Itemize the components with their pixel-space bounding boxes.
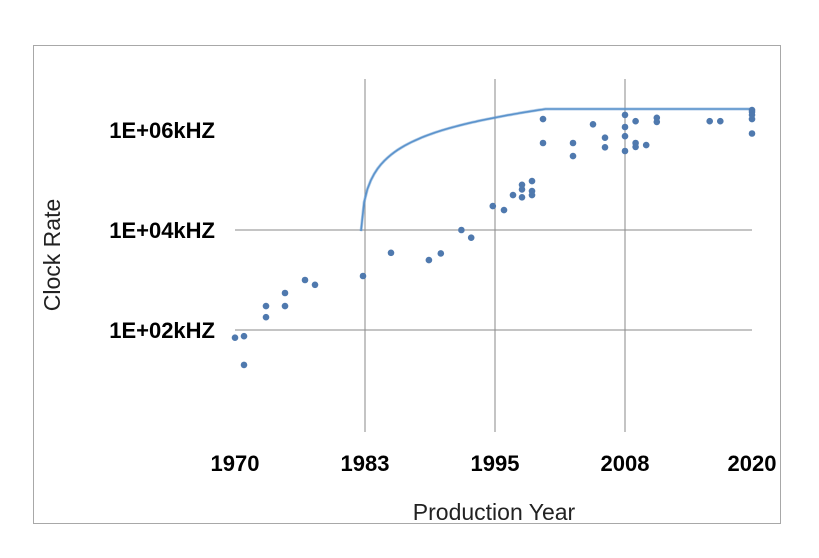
- data-point: [311, 281, 319, 289]
- data-point: [528, 191, 536, 199]
- data-point: [748, 130, 756, 137]
- data-point: [425, 256, 433, 264]
- data-point: [301, 276, 309, 284]
- data-points: [231, 106, 756, 369]
- x-tick-label: 1970: [211, 451, 260, 476]
- trend-curve: [360, 108, 752, 232]
- data-point: [601, 134, 609, 141]
- data-point: [467, 234, 475, 241]
- data-point: [642, 141, 650, 149]
- x-tick-label: 1983: [341, 451, 390, 476]
- data-point: [518, 186, 526, 193]
- y-tick-labels: 1E+06kHZ 1E+04kHZ 1E+02kHZ: [109, 118, 215, 343]
- data-point: [240, 361, 248, 369]
- data-point: [528, 177, 536, 185]
- data-point: [262, 302, 270, 310]
- data-point: [621, 123, 629, 131]
- data-point: [359, 272, 367, 280]
- data-point: [601, 144, 609, 151]
- data-point: [509, 191, 517, 199]
- y-axis-title: Clock Rate: [39, 199, 65, 311]
- data-point: [717, 117, 724, 125]
- data-point: [589, 121, 597, 128]
- data-point: [231, 334, 239, 342]
- data-point: [569, 139, 577, 147]
- data-point: [748, 115, 756, 123]
- data-point: [569, 152, 577, 160]
- x-axis-title: Production Year: [413, 499, 576, 525]
- data-point: [500, 206, 508, 214]
- x-tick-labels: 1970 1983 1995 2008 2020: [211, 451, 777, 476]
- x-tick-label: 2008: [601, 451, 650, 476]
- data-point: [632, 143, 639, 151]
- chart-plot: 1E+06kHZ 1E+04kHZ 1E+02kHZ 1970 1983 1995 200…: [39, 79, 777, 525]
- y-tick-label: 1E+06kHZ: [109, 118, 215, 143]
- data-point: [458, 226, 465, 234]
- y-tick-label: 1E+04kHZ: [109, 218, 215, 243]
- data-point: [621, 132, 629, 140]
- trend-line: [359, 107, 752, 232]
- data-point: [518, 194, 526, 201]
- data-point: [621, 111, 629, 119]
- data-point: [653, 118, 661, 126]
- data-point: [281, 289, 289, 297]
- data-point: [621, 147, 629, 155]
- data-point: [281, 302, 289, 310]
- grid-lines: [235, 79, 752, 432]
- data-point: [539, 115, 547, 123]
- data-point: [489, 202, 497, 210]
- chart-frame: 1E+06kHZ 1E+04kHZ 1E+02kHZ 1970 1983 1995 200…: [33, 45, 781, 525]
- data-point: [240, 332, 248, 340]
- x-tick-label: 1995: [471, 451, 520, 476]
- x-tick-label: 2020: [728, 451, 777, 476]
- data-point: [706, 117, 713, 125]
- data-point: [539, 139, 547, 147]
- data-point: [632, 117, 639, 125]
- data-point: [387, 249, 395, 257]
- trend-curve-glow: [359, 107, 752, 232]
- data-point: [262, 313, 270, 321]
- data-point: [518, 181, 526, 189]
- data-point: [437, 250, 445, 257]
- y-tick-label: 1E+02kHZ: [109, 318, 215, 343]
